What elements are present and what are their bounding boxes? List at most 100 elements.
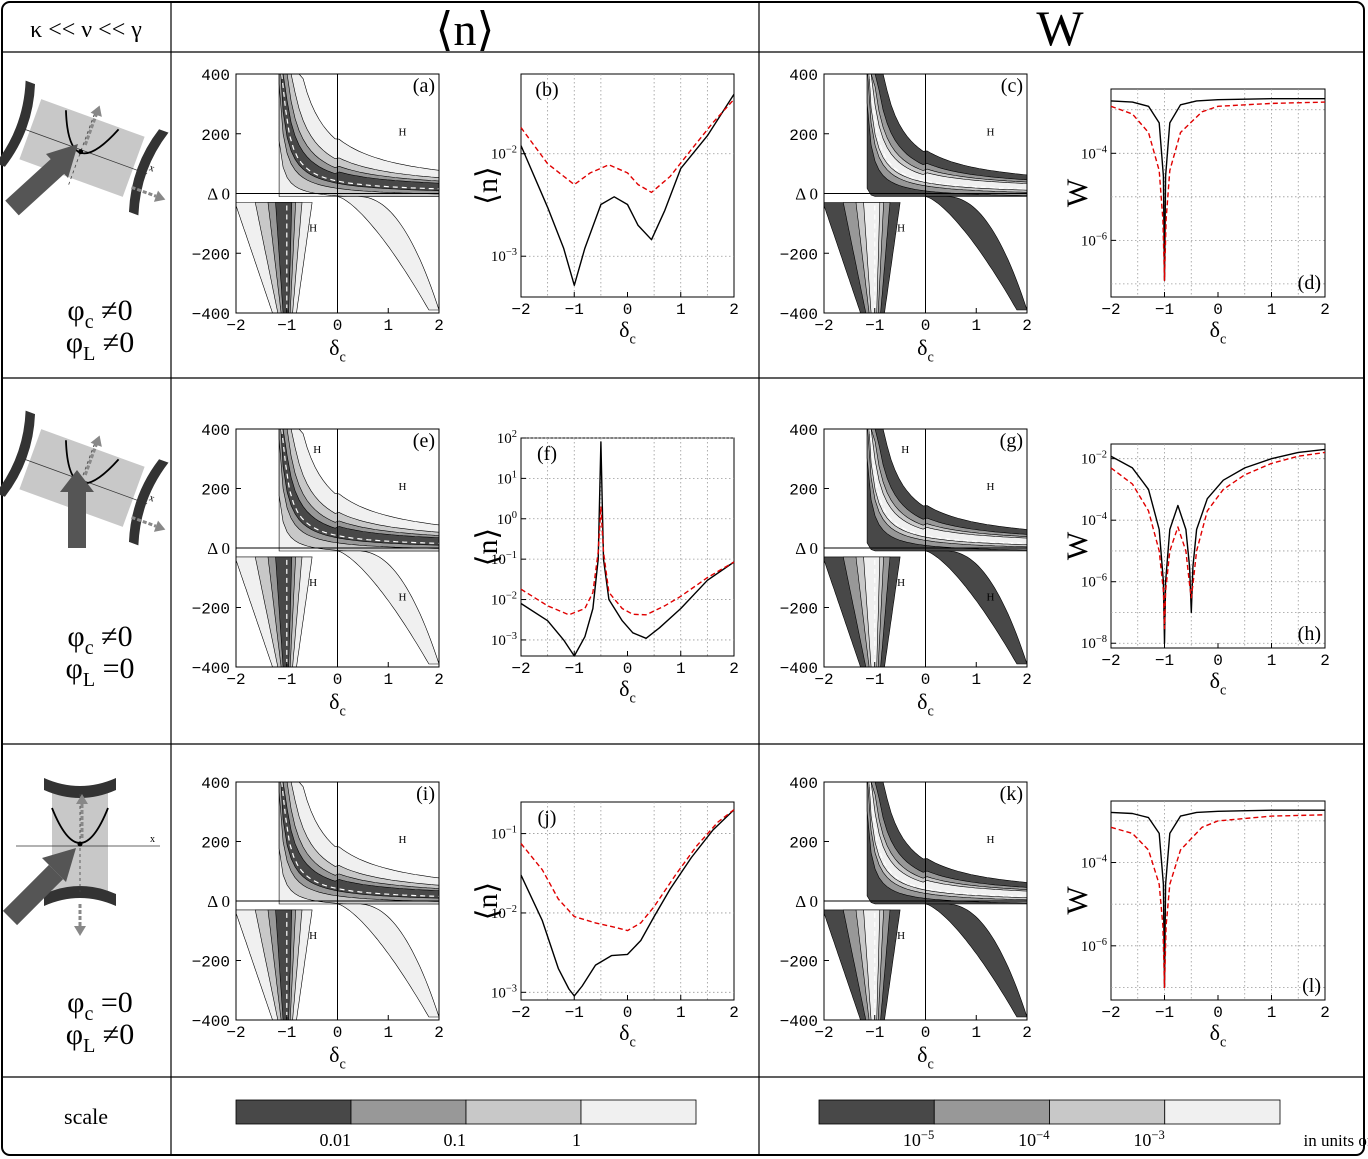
x-axis-label: δc [1210, 668, 1227, 699]
stability-region-label: H [398, 834, 406, 846]
contour-band [925, 550, 1027, 665]
contour-band [337, 196, 439, 311]
x-axis-label: δc [619, 317, 636, 348]
resonance-line [281, 429, 439, 544]
y-tick-label: 10−2 [491, 904, 517, 922]
dashed-axis [67, 108, 97, 188]
column-title-n: ⟨n⟩ [436, 4, 495, 55]
x-tick-label: 1 [971, 671, 981, 689]
x-tick-label: −2 [1101, 652, 1120, 670]
x-axis-label: δc [619, 676, 636, 707]
axes-frame [520, 437, 735, 657]
resonance-line [281, 782, 439, 897]
y-axis-label: Δ 0 [795, 539, 818, 558]
y-tick-label: 10−6 [1081, 231, 1107, 249]
scale-band [818, 1099, 935, 1125]
y-tick-label: 400 [201, 422, 230, 440]
y-tick-label: 10−1 [491, 550, 517, 568]
stability-region-label: H [986, 126, 994, 138]
x-tick-label: 0 [921, 317, 931, 335]
mirror-bottom [44, 886, 116, 906]
x-axis-label: δc [329, 689, 346, 720]
x-tick-label: 2 [1022, 317, 1032, 335]
x-tick-label: −1 [565, 301, 584, 319]
x-tick-label: 2 [1022, 671, 1032, 689]
x-axis-label: δc [1210, 317, 1227, 348]
line-panel: −2 −1 0 1 2 10−3 10−2 10−1 100 101 102 δc ⟨n⟩ (f) [471, 429, 739, 707]
x-axis [24, 458, 148, 505]
heatmap-panel: −2 −1 0 1 2 −400 −200 Δ 0 200 400 δc (i) H H [192, 775, 444, 1073]
x-tick-label: 2 [729, 1004, 739, 1022]
phi-c-label: φc ≠0 [67, 294, 132, 333]
y-tick-label: −400 [192, 660, 230, 678]
axes-frame [1110, 443, 1326, 649]
contour-band [278, 429, 439, 546]
x-label: x [147, 163, 155, 175]
line-panel: −2 −1 0 1 2 10−6 10−4 δc W (l) [1061, 800, 1330, 1051]
x-tick-label: −2 [226, 671, 245, 689]
pump-head [42, 848, 76, 882]
y-tick-label: 10−1 [491, 825, 517, 843]
y-tick-label: 101 [497, 469, 517, 487]
pump-arrow [5, 144, 78, 216]
x-tick-label: −2 [511, 660, 530, 678]
resonance-line [869, 782, 1027, 897]
contour-band [278, 429, 439, 549]
x-tick-label: −2 [511, 301, 530, 319]
line-panel: −2 −1 0 1 2 10−3 10−2 δc ⟨n⟩ (b) [471, 73, 739, 348]
heatmap-panel: −2 −1 0 1 2 −400 −200 Δ 0 200 400 δc (k) H H [780, 775, 1032, 1073]
x-tick-label: 0 [1213, 652, 1223, 670]
y-tick-label: 400 [789, 67, 818, 85]
y-tick-label: −400 [192, 306, 230, 324]
x-tick-label: −1 [277, 1024, 296, 1042]
x-tick-label: 1 [971, 317, 981, 335]
scale-tick-label: 1 [572, 1130, 581, 1150]
y-tick-label: 200 [201, 482, 230, 500]
y-tick-label: 10−4 [1081, 854, 1108, 872]
scale-band [350, 1099, 467, 1125]
x-tick-label: 1 [1267, 652, 1277, 670]
y-tick-label: −200 [192, 601, 230, 619]
contour-band [866, 74, 1027, 193]
y-tick-label: −200 [192, 954, 230, 972]
y-axis-label: ⟨n⟩ [471, 882, 504, 920]
y-tick-label: 200 [789, 482, 818, 500]
series-solid-black [1110, 97, 1325, 282]
x-tick-label: −1 [865, 317, 884, 335]
x-tick-label: −1 [865, 1024, 884, 1042]
arrow-head [90, 105, 102, 117]
stability-region-label: H [398, 591, 406, 603]
color-scale: 0.01 0.1 1 [235, 1099, 697, 1150]
phi-c-label: φc =0 [67, 986, 133, 1025]
scale-band [933, 1099, 1050, 1125]
resonance-line [281, 74, 439, 190]
x-tick-label: 0 [333, 1024, 343, 1042]
x-tick-label: 2 [1320, 1004, 1330, 1022]
contour-band [866, 782, 1027, 899]
pump-shaft [2, 864, 64, 926]
stability-region-label: H [313, 444, 321, 456]
contour-band [866, 74, 1027, 191]
panel-label: (e) [413, 430, 435, 452]
scale-tick-label: 0.01 [320, 1130, 352, 1150]
y-tick-label: −200 [780, 246, 818, 264]
x-tick-label: −2 [1101, 301, 1120, 319]
y-axis-label: W [1061, 178, 1094, 207]
y-tick-label: 10−3 [491, 983, 517, 1001]
scale-band [235, 1099, 352, 1125]
series-dashed-red [1110, 451, 1326, 630]
arrow-head [153, 190, 166, 202]
x-tick-label: −2 [511, 1004, 530, 1022]
x-tick-label: −1 [1155, 301, 1174, 319]
series-dashed-red [1110, 814, 1326, 989]
x-tick-label: 2 [434, 1024, 444, 1042]
x-tick-label: −1 [1155, 652, 1174, 670]
panel-label: (f) [537, 443, 557, 465]
y-tick-label: 10−6 [1081, 937, 1107, 955]
contour-band [866, 429, 1027, 546]
x-tick-label: −2 [226, 317, 245, 335]
x-tick-label: 2 [1022, 1024, 1032, 1042]
scale-label: scale [64, 1104, 108, 1129]
contour-band [925, 196, 1027, 311]
axes-frame [1110, 88, 1326, 298]
